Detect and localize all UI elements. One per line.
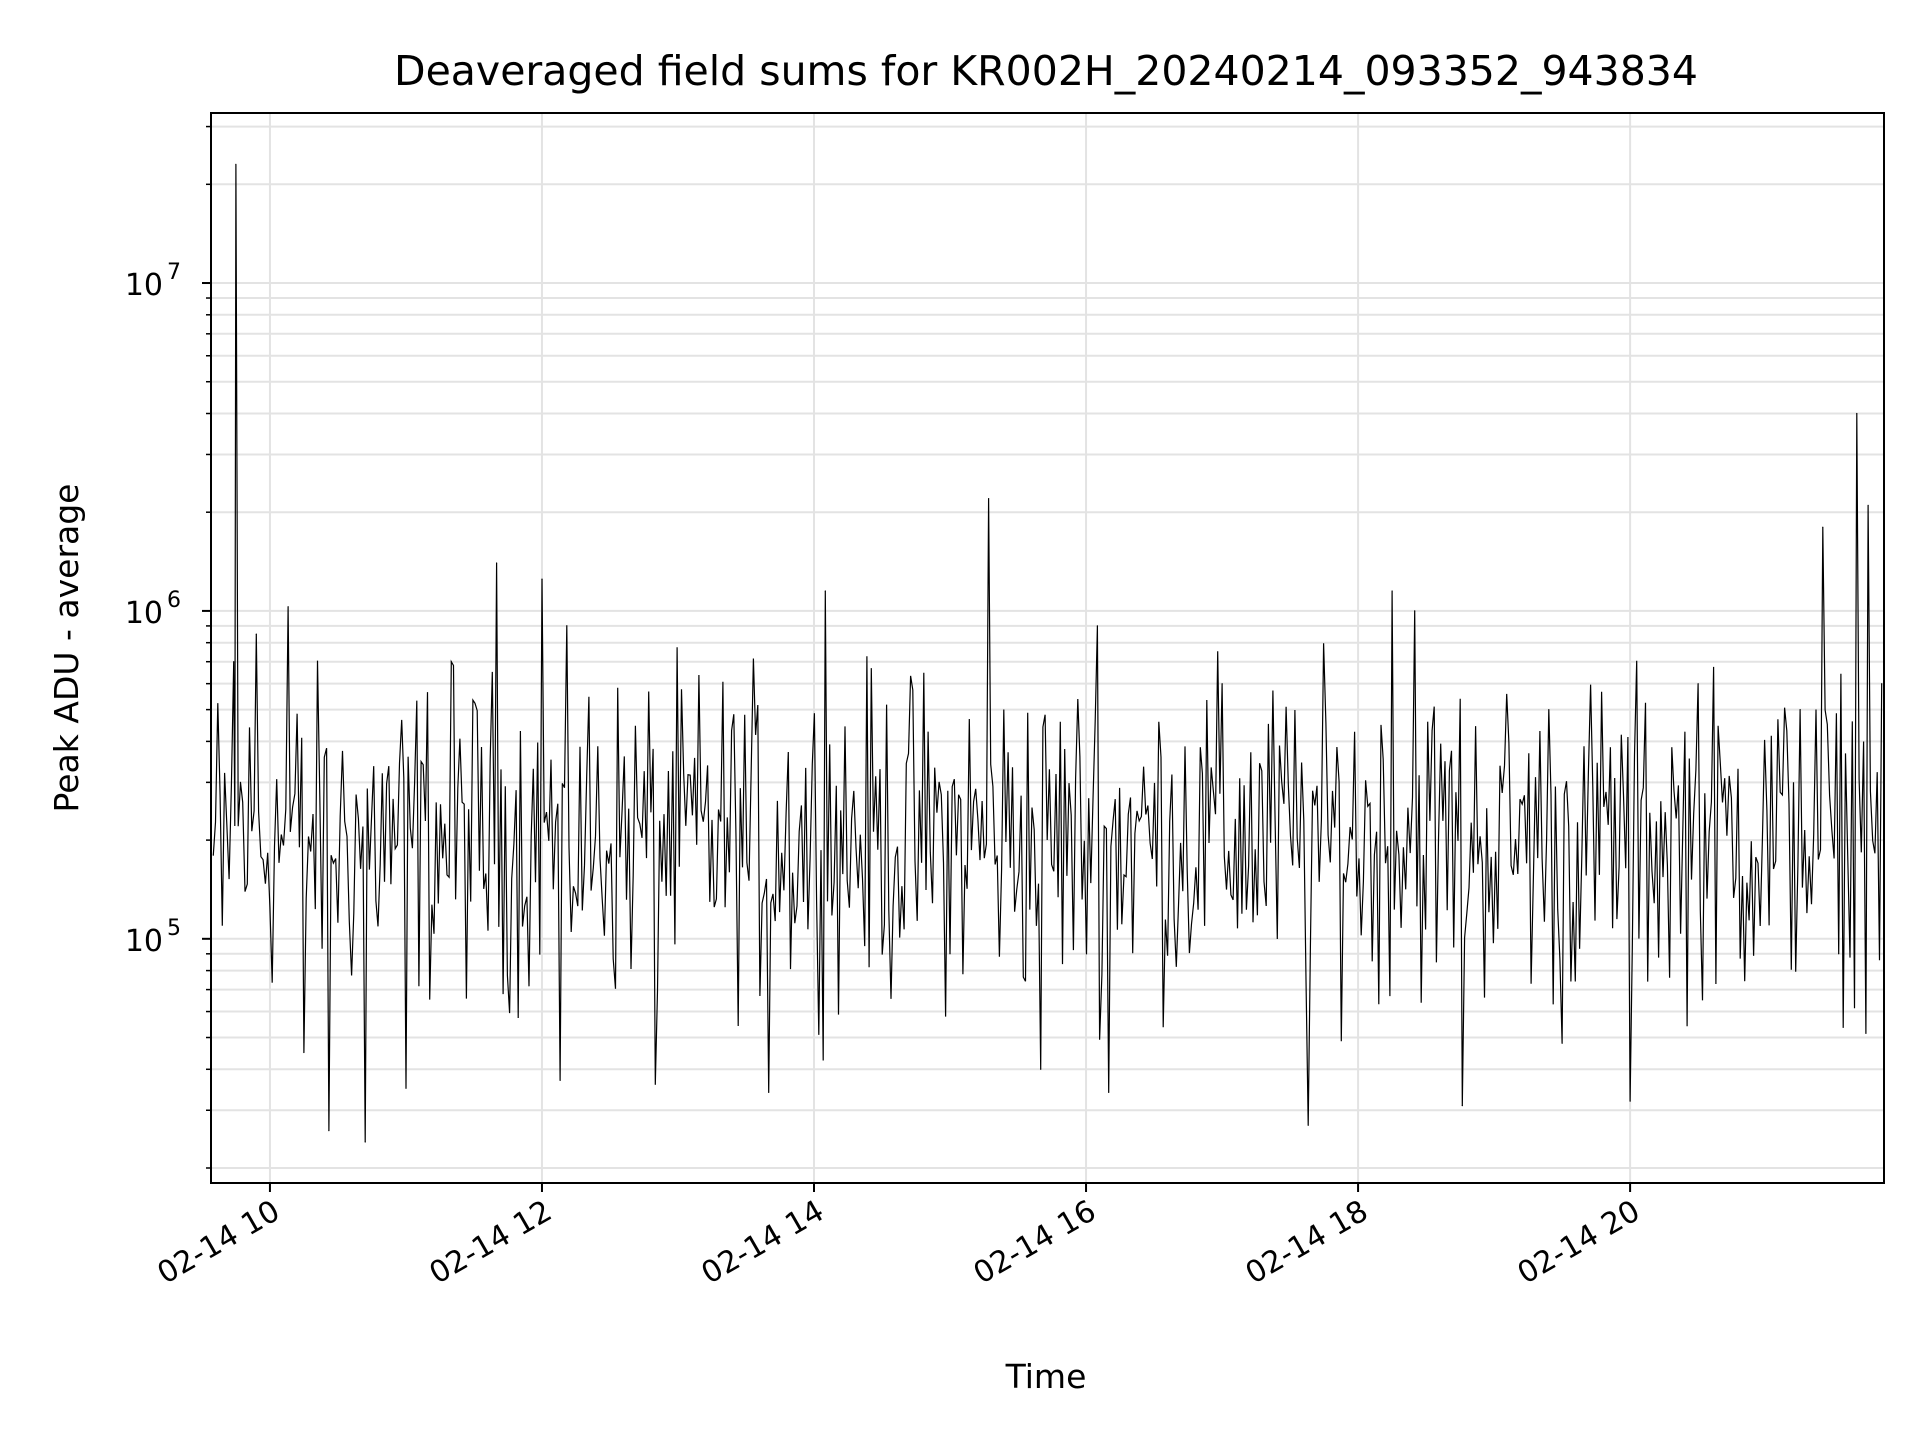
y-tick-exponent: 6 bbox=[167, 588, 181, 613]
y-tick-label: 10 bbox=[125, 924, 163, 959]
data-point bbox=[1561, 1042, 1563, 1044]
data-point bbox=[1697, 683, 1699, 685]
data-point bbox=[239, 781, 242, 784]
data-point bbox=[235, 163, 237, 165]
data-point bbox=[255, 633, 257, 635]
plot-frame bbox=[210, 112, 1885, 1184]
data-point bbox=[233, 661, 235, 663]
series-line bbox=[212, 164, 1883, 1143]
data-point bbox=[541, 578, 543, 580]
data-point bbox=[405, 1087, 407, 1089]
data-point bbox=[824, 590, 826, 592]
data-point bbox=[1461, 1105, 1463, 1107]
data-point bbox=[364, 1141, 366, 1143]
data-point bbox=[1096, 625, 1098, 627]
data-point bbox=[212, 854, 214, 856]
data-point bbox=[1838, 953, 1840, 955]
chart-title: Deaveraged field sums for KR002H_2024021… bbox=[394, 47, 1698, 95]
data-point bbox=[768, 1091, 770, 1093]
data-point bbox=[221, 924, 223, 926]
data-point bbox=[1822, 526, 1824, 528]
data-point bbox=[1629, 1100, 1631, 1102]
data-point bbox=[988, 498, 990, 500]
data-point bbox=[328, 1130, 330, 1132]
data-point bbox=[1307, 1124, 1309, 1126]
y-tick-exponent: 7 bbox=[167, 260, 181, 285]
data-point bbox=[1867, 504, 1869, 506]
data-point bbox=[450, 661, 452, 663]
series-layer bbox=[212, 163, 1883, 1143]
data-point bbox=[1221, 683, 1223, 685]
data-point bbox=[559, 1079, 561, 1081]
data-point bbox=[303, 1051, 305, 1054]
data-point bbox=[949, 953, 951, 955]
data-point bbox=[1799, 709, 1801, 711]
data-point bbox=[287, 606, 289, 608]
y-tick-label: 10 bbox=[125, 268, 163, 303]
data-point bbox=[1856, 412, 1858, 415]
data-point bbox=[496, 562, 498, 564]
y-axis-label: Peak ADU - average bbox=[47, 484, 86, 813]
data-point bbox=[1108, 1091, 1110, 1093]
y-tick-exponent: 5 bbox=[167, 916, 181, 941]
data-point bbox=[1040, 1068, 1042, 1070]
data-point bbox=[1881, 683, 1883, 685]
data-point bbox=[1391, 590, 1393, 592]
x-axis-label: Time bbox=[1005, 1357, 1087, 1396]
y-tick-label: 10 bbox=[125, 596, 163, 631]
data-point bbox=[1414, 610, 1416, 612]
data-point bbox=[654, 1083, 656, 1085]
